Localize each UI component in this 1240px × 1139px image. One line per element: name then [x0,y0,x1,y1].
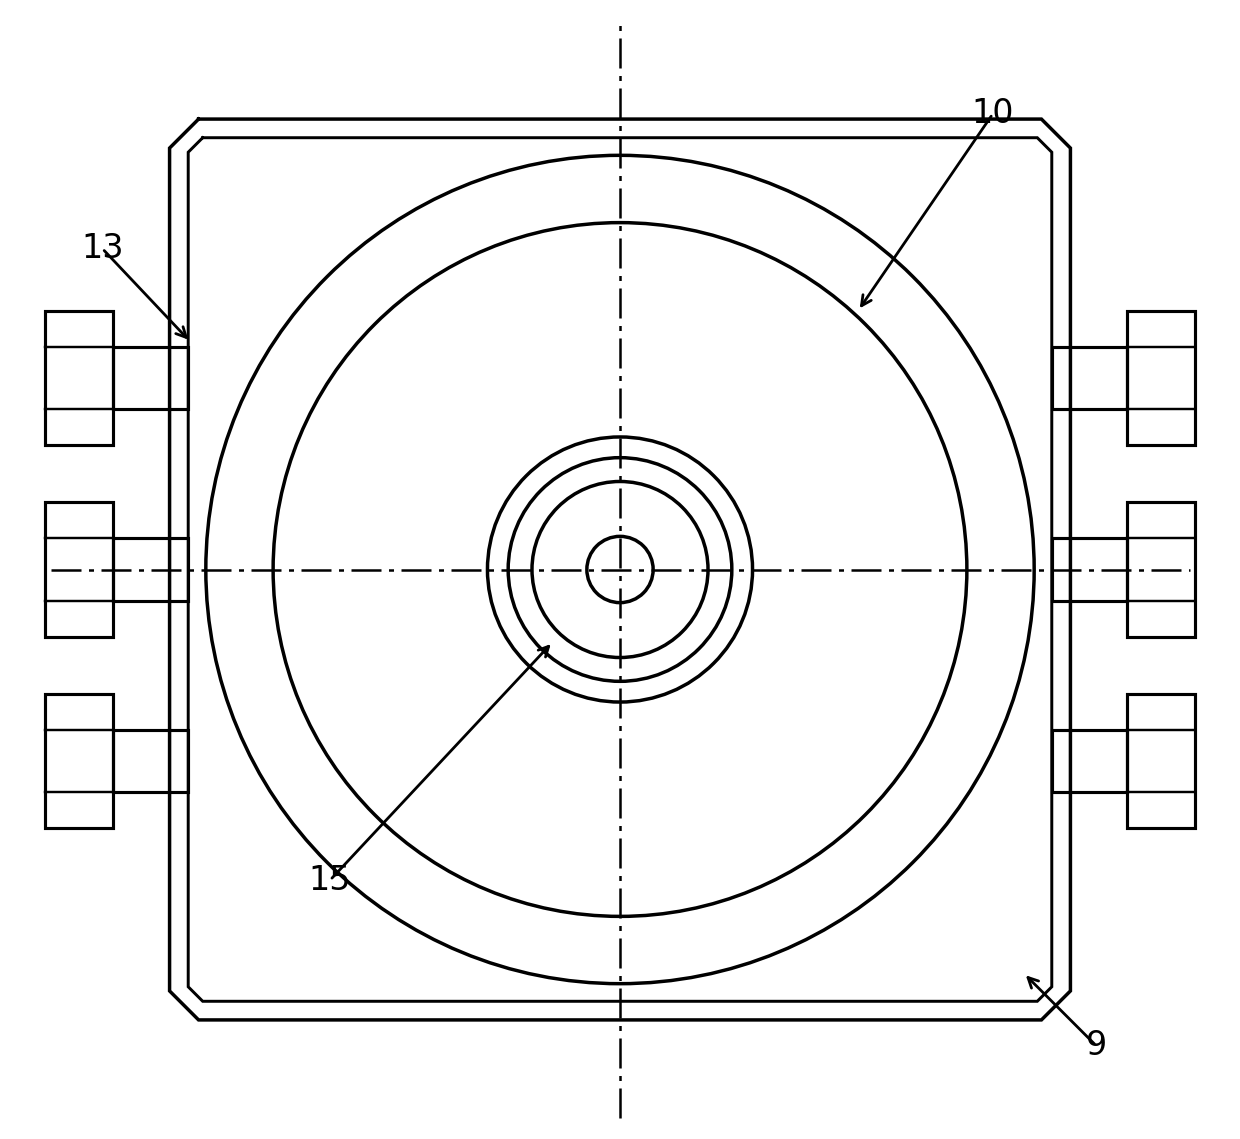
Bar [1052,347,1127,409]
Bar [1127,694,1194,828]
Bar [1127,502,1194,637]
Bar [1127,311,1194,445]
Text: 9: 9 [1086,1030,1107,1063]
Bar [46,694,113,828]
Bar [113,730,188,792]
Text: 10: 10 [971,98,1014,130]
Bar [1052,730,1127,792]
Bar [113,347,188,409]
Bar [113,539,188,600]
Text: 15: 15 [309,863,351,896]
Text: 13: 13 [81,232,124,265]
Bar [46,502,113,637]
Bar [46,311,113,445]
Bar [1052,539,1127,600]
